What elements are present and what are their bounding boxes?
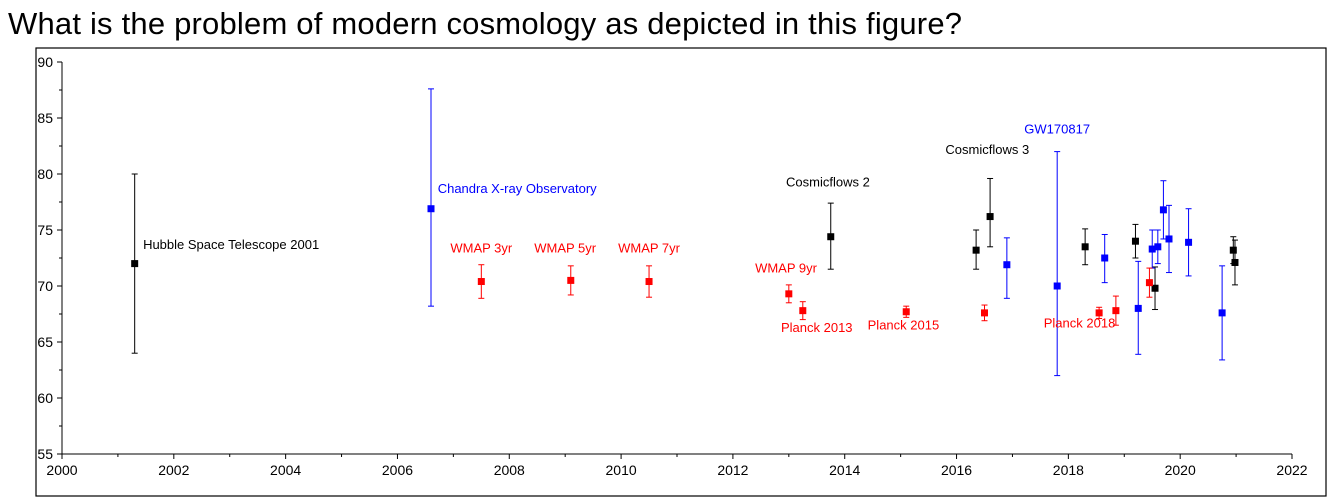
annotation-label: GW170817 xyxy=(1024,122,1090,137)
data-point xyxy=(1185,238,1193,246)
data-point xyxy=(1165,235,1173,243)
annotation-label: WMAP 3yr xyxy=(450,240,513,255)
data-point xyxy=(1151,284,1159,292)
data-point xyxy=(1154,243,1162,251)
data-point xyxy=(1229,246,1237,254)
y-tick-label: 80 xyxy=(37,166,53,182)
data-point xyxy=(902,308,910,316)
data-point xyxy=(1134,304,1142,312)
question-text: What is the problem of modern cosmology … xyxy=(8,6,963,41)
data-point xyxy=(1145,279,1153,287)
data-point xyxy=(1218,309,1226,317)
data-point xyxy=(567,276,575,284)
x-tick-label: 2022 xyxy=(1276,462,1307,478)
x-tick-label: 2014 xyxy=(829,462,860,478)
x-tick-label: 2018 xyxy=(1053,462,1084,478)
annotation-label: Hubble Space Telescope 2001 xyxy=(143,237,319,252)
data-point xyxy=(986,213,994,221)
annotation-label: Planck 2015 xyxy=(868,318,940,333)
annotation-label: Cosmicflows 2 xyxy=(786,174,870,189)
data-point xyxy=(477,278,485,286)
annotation-label: Cosmicflows 3 xyxy=(945,142,1029,157)
annotation-label: Chandra X-ray Observatory xyxy=(438,181,597,196)
data-point xyxy=(1231,258,1239,266)
y-tick-label: 85 xyxy=(37,110,53,126)
plot-frame xyxy=(35,47,1327,497)
x-tick-label: 2012 xyxy=(717,462,748,478)
data-point xyxy=(981,309,988,317)
x-tick-label: 2008 xyxy=(494,462,525,478)
data-point xyxy=(427,205,435,213)
y-tick-label: 65 xyxy=(37,334,53,350)
x-tick-label: 2000 xyxy=(46,462,77,478)
y-tick-label: 60 xyxy=(37,390,53,406)
y-tick-label: 90 xyxy=(37,54,53,70)
annotation-label: Planck 2013 xyxy=(781,320,853,335)
data-point xyxy=(1101,254,1109,262)
data-point xyxy=(1003,261,1011,269)
x-tick-label: 2010 xyxy=(606,462,637,478)
x-tick-label: 2016 xyxy=(941,462,972,478)
annotation-label: WMAP 7yr xyxy=(618,240,681,255)
y-tick-label: 70 xyxy=(37,278,53,294)
data-point xyxy=(1053,282,1061,290)
x-tick-label: 2004 xyxy=(270,462,301,478)
data-point xyxy=(1148,245,1156,253)
data-point xyxy=(1081,243,1089,251)
data-point xyxy=(645,278,653,286)
data-point xyxy=(1159,206,1167,214)
data-point xyxy=(131,260,139,268)
y-tick-label: 55 xyxy=(37,446,53,462)
x-tick-label: 2002 xyxy=(158,462,189,478)
x-tick-label: 2006 xyxy=(382,462,413,478)
annotation-label: Planck 2018 xyxy=(1044,315,1116,330)
data-point xyxy=(1112,307,1120,315)
data-point xyxy=(799,307,807,315)
data-point xyxy=(827,233,835,241)
data-point xyxy=(1095,309,1103,317)
data-point xyxy=(972,246,980,254)
y-tick-label: 75 xyxy=(37,222,53,238)
data-point xyxy=(785,290,793,298)
annotation-label: WMAP 5yr xyxy=(534,240,597,255)
data-point xyxy=(1131,237,1139,245)
x-tick-label: 2020 xyxy=(1165,462,1196,478)
annotation-label: WMAP 9yr xyxy=(755,261,818,276)
